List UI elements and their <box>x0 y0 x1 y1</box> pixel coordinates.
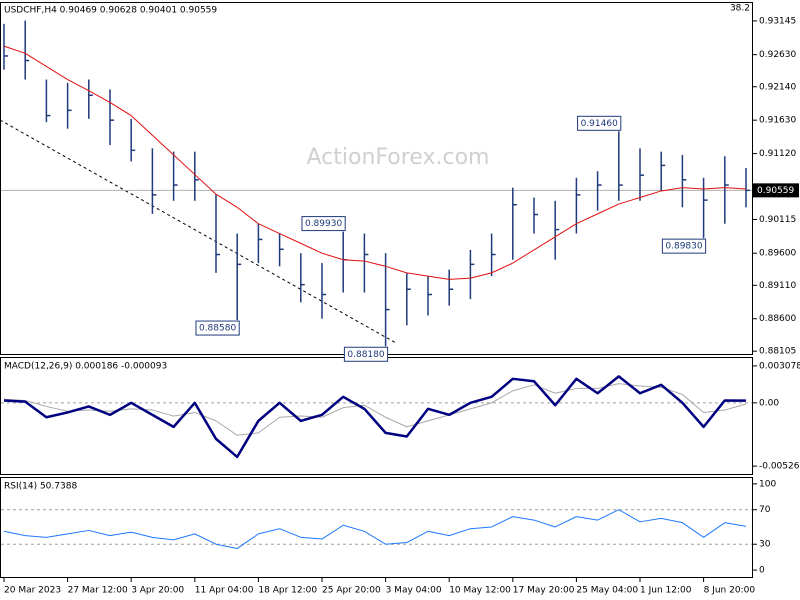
annotation-label: 0.91460 <box>581 119 618 129</box>
signal-line <box>3 383 747 436</box>
y-tick-label: 0.89600 <box>759 249 796 259</box>
last-price-label: 0.90559 <box>757 186 794 196</box>
y-tick-label: 0.00 <box>759 398 779 408</box>
rsi-pane <box>0 477 753 578</box>
x-tick-label: 11 Apr 04:00 <box>195 586 254 596</box>
macd-title: MACD(12,26,9) 0.000186 -0.000093 <box>4 362 167 372</box>
rsi-title: RSI(14) 50.7388 <box>4 482 77 492</box>
x-tick-label: 3 Apr 20:00 <box>131 586 184 596</box>
moving-average <box>3 45 747 280</box>
y-tick-label: 70 <box>759 505 771 515</box>
annotation-box <box>195 320 240 336</box>
annotation-box <box>661 238 707 254</box>
y-tick-label: 0.88105 <box>759 347 796 357</box>
y-tick-label: 100 <box>759 479 776 489</box>
x-tick-label: 27 Mar 12:00 <box>68 586 128 596</box>
y-tick-label: 0.88600 <box>759 314 796 324</box>
y-tick-label: 0.90115 <box>759 215 796 225</box>
trend-line <box>0 119 397 344</box>
annotation-box <box>343 346 389 362</box>
macd-line <box>3 375 747 459</box>
x-tick-label: 8 Jun 20:00 <box>704 586 756 596</box>
x-tick-label: 10 May 12:00 <box>449 586 511 596</box>
y-tick-label: 0.91630 <box>759 116 796 126</box>
y-tick-label: 0 <box>759 566 765 576</box>
y-tick-label: 0.92140 <box>759 82 796 92</box>
y-tick-label: 0.89110 <box>759 281 796 291</box>
annotation-box <box>301 216 346 232</box>
y-tick-label: 0.003078 <box>759 361 800 371</box>
y-tick-label: 30 <box>759 540 771 550</box>
annotation-label: 0.89830 <box>665 242 702 252</box>
corner-label: 38.2 <box>730 4 750 14</box>
watermark: ActionForex.com <box>307 145 490 170</box>
annotation-label: 0.89930 <box>305 219 342 229</box>
y-tick-label: 0.91120 <box>759 149 796 159</box>
x-tick-label: 20 Mar 2023 <box>4 586 61 596</box>
x-tick-label: 1 Jun 12:00 <box>640 586 692 596</box>
x-tick-label: 18 Apr 12:00 <box>258 586 317 596</box>
y-tick-label: 0.92630 <box>759 50 796 60</box>
x-tick-label: 17 May 20:00 <box>513 586 575 596</box>
rsi-line <box>3 509 747 550</box>
y-tick-label: 0.93145 <box>759 16 796 26</box>
price-title: USDCHF,H4 0.90469 0.90628 0.90401 0.9055… <box>4 6 217 16</box>
annotation-label: 0.88580 <box>199 324 236 334</box>
annotation-box <box>577 115 622 131</box>
x-tick-label: 3 May 04:00 <box>386 586 442 596</box>
x-tick-label: 25 May 04:00 <box>576 586 638 596</box>
annotation-label: 0.88180 <box>347 350 384 360</box>
last-price-box <box>753 183 799 198</box>
y-tick-label: -0.005268 <box>759 462 800 472</box>
x-tick-label: 25 Apr 20:00 <box>322 586 381 596</box>
